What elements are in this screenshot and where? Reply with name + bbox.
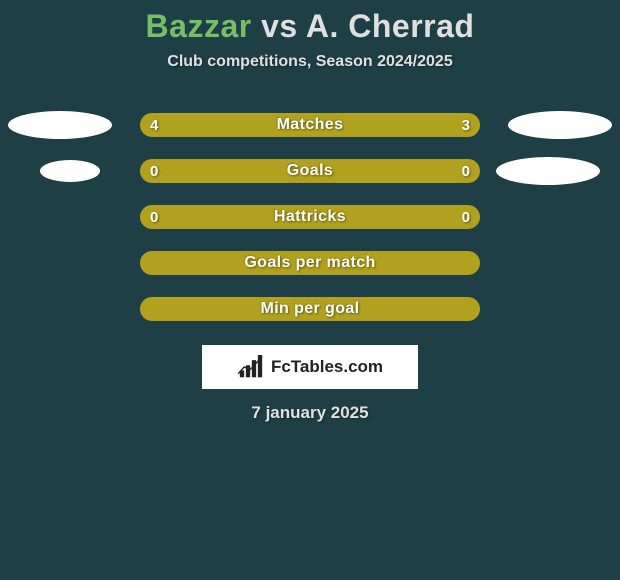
stat-rows: Matches 4 3 Goals 0 0 Hattricks 0 0 Goals per mat… (0, 113, 620, 321)
stat-row: Goals 0 0 (0, 159, 620, 183)
stat-value-left: 0 (150, 159, 158, 183)
stat-label: Hattricks (274, 208, 346, 226)
stat-row: Min per goal (0, 297, 620, 321)
bars-icon (237, 355, 265, 379)
stat-value-right: 0 (462, 159, 470, 183)
stat-value-left: 0 (150, 205, 158, 229)
stat-value-left: 4 (150, 113, 158, 137)
player-pod-icon (40, 160, 100, 182)
subtitle: Club competitions, Season 2024/2025 (0, 53, 620, 71)
stat-label: Goals (287, 162, 333, 180)
stat-bar: Min per goal (140, 297, 480, 321)
comparison-infographic: Bazzar vs A. Cherrad Club competitions, … (0, 0, 620, 580)
brand-box: FcTables.com (202, 345, 418, 389)
vs-label: vs (261, 8, 298, 44)
page-title: Bazzar vs A. Cherrad (0, 0, 620, 45)
stat-row: Matches 4 3 (0, 113, 620, 137)
stat-bar: Goals per match (140, 251, 480, 275)
stat-bar: Matches 4 3 (140, 113, 480, 137)
stat-label: Goals per match (244, 254, 375, 272)
player-1-name: Bazzar (146, 8, 252, 44)
stat-bar: Hattricks 0 0 (140, 205, 480, 229)
player-pod-icon (8, 111, 112, 139)
stat-value-right: 3 (462, 113, 470, 137)
stat-row: Goals per match (0, 251, 620, 275)
stat-row: Hattricks 0 0 (0, 205, 620, 229)
brand-text: FcTables.com (271, 357, 383, 377)
player-pod-icon (496, 157, 600, 185)
stat-label: Matches (277, 116, 344, 134)
stat-value-right: 0 (462, 205, 470, 229)
stat-bar: Goals 0 0 (140, 159, 480, 183)
player-2-name: A. Cherrad (306, 8, 475, 44)
stat-label: Min per goal (260, 300, 359, 318)
player-pod-icon (508, 111, 612, 139)
date-text: 7 january 2025 (0, 403, 620, 423)
